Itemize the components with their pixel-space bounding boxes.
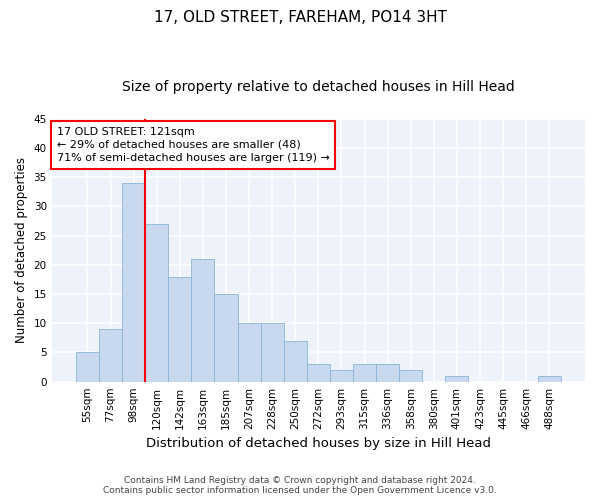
Bar — [284, 341, 307, 382]
Y-axis label: Number of detached properties: Number of detached properties — [15, 157, 28, 343]
Text: 17 OLD STREET: 121sqm
← 29% of detached houses are smaller (48)
71% of semi-deta: 17 OLD STREET: 121sqm ← 29% of detached … — [57, 126, 330, 163]
Bar — [191, 259, 214, 382]
Bar — [330, 370, 353, 382]
Bar — [122, 183, 145, 382]
Bar — [99, 329, 122, 382]
Bar — [238, 324, 260, 382]
Bar — [168, 276, 191, 382]
X-axis label: Distribution of detached houses by size in Hill Head: Distribution of detached houses by size … — [146, 437, 491, 450]
Title: Size of property relative to detached houses in Hill Head: Size of property relative to detached ho… — [122, 80, 515, 94]
Bar — [445, 376, 469, 382]
Bar — [538, 376, 561, 382]
Bar — [307, 364, 330, 382]
Text: 17, OLD STREET, FAREHAM, PO14 3HT: 17, OLD STREET, FAREHAM, PO14 3HT — [154, 10, 446, 25]
Bar — [399, 370, 422, 382]
Bar — [145, 224, 168, 382]
Text: Contains HM Land Registry data © Crown copyright and database right 2024.
Contai: Contains HM Land Registry data © Crown c… — [103, 476, 497, 495]
Bar — [353, 364, 376, 382]
Bar — [260, 324, 284, 382]
Bar — [214, 294, 238, 382]
Bar — [76, 352, 99, 382]
Bar — [376, 364, 399, 382]
